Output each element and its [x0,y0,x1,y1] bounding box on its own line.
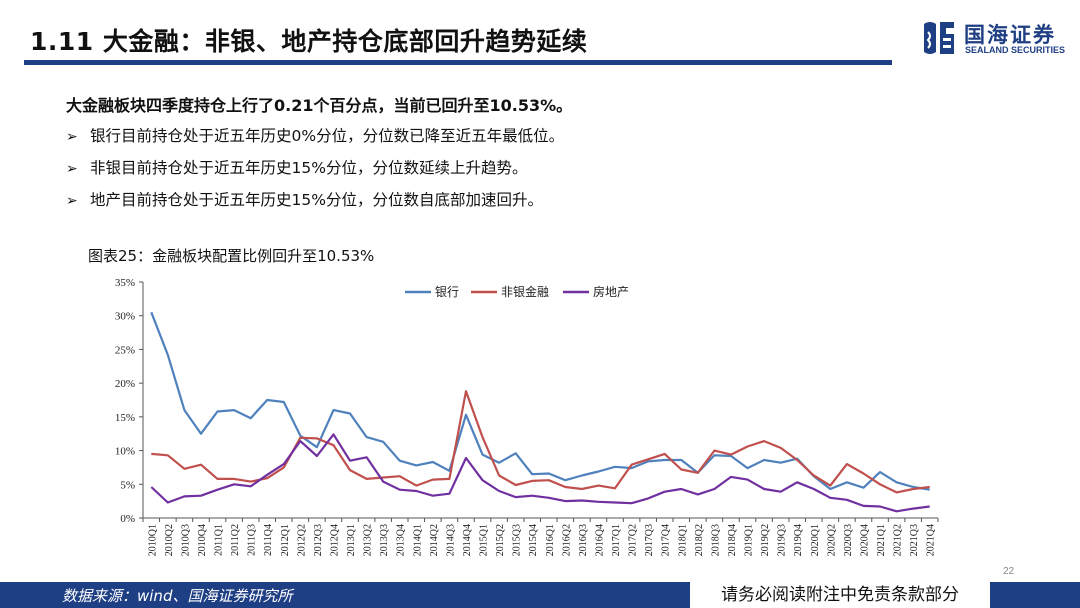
x-tick-label: 2021Q2 [893,524,904,556]
series-line-房地产 [150,433,930,513]
bullet-arrow-icon: ➢ [66,129,78,145]
x-tick-label: 2020Q2 [826,524,837,556]
x-tick-label: 2013Q1 [346,524,357,556]
bullet-text: 非银目前持仓处于近五年历史15%分位，分位数延续上升趋势。 [90,159,528,177]
x-tick-label: 2011Q4 [263,524,274,556]
y-tick-label: 15% [115,412,135,424]
y-tick-label: 5% [120,479,135,491]
x-tick-label: 2020Q1 [810,524,821,556]
brand-name-cn: 国海证券 [964,23,1056,47]
y-tick-label: 25% [115,344,135,356]
legend-label: 房地产 [593,284,629,299]
x-tick-label: 2019Q2 [760,524,771,556]
title-divider [24,60,892,65]
x-tick-label: 2017Q3 [644,524,655,556]
series-line-非银金融 [151,390,930,494]
x-tick-label: 2014Q2 [429,524,440,556]
x-tick-label: 2017Q4 [661,524,672,556]
x-tick-label: 2019Q3 [777,524,788,556]
x-tick-label: 2016Q2 [561,524,572,556]
x-tick-label: 2010Q1 [147,524,158,556]
x-tick-label: 2016Q1 [545,524,556,556]
data-source: 数据来源：wind、国海证券研究所 [62,587,293,605]
x-tick-label: 2015Q1 [479,524,490,556]
x-tick-label: 2010Q3 [180,524,191,556]
x-tick-label: 2020Q3 [843,524,854,556]
page-number: 22 [1003,566,1015,577]
x-tick-label: 2013Q2 [363,524,374,556]
bullet-list: ➢ 银行目前持仓处于近五年历史0%分位，分位数已降至近五年最低位。 ➢ 非银目前持仓… [66,124,564,220]
x-tick-label: 2011Q3 [247,524,258,556]
x-tick-label: 2012Q2 [296,524,307,556]
x-tick-label: 2018Q1 [677,524,688,556]
x-tick-label: 2016Q3 [578,524,589,556]
disclaimer-note: 请务必阅读附注中免责条款部分 [690,582,990,608]
line-chart: 0% 5% 10% 15% 20% 25% 30% 35% 2010Q1 2010Q2 2010Q3… [115,277,939,556]
x-tick-label: 2015Q2 [495,524,506,556]
x-tick-label: 2010Q2 [164,524,175,556]
y-tick-label: 35% [115,277,135,289]
bullet-arrow-icon: ➢ [66,161,78,177]
x-tick-label: 2014Q4 [462,524,473,556]
y-tick-label: 30% [115,311,135,323]
x-tick-label: 2017Q2 [628,524,639,556]
x-tick-label: 2017Q1 [611,524,622,556]
brand-name-en: SEALAND SECURITIES [965,45,1066,55]
x-tick-label: 2020Q4 [859,524,870,556]
bullet-item: ➢ 地产目前持仓处于近五年历史15%分位，分位数自底部加速回升。 [66,188,564,220]
x-tick-label: 2012Q3 [313,524,324,556]
slide-title: 1.11 大金融：非银、地产持仓底部回升趋势延续 [30,27,588,56]
bullet-text: 地产目前持仓处于近五年历史15%分位，分位数自底部加速回升。 [90,191,543,209]
x-tick-label: 2018Q3 [710,524,721,556]
brand-logo: 国海证券 SEALAND SECURITIES [920,18,1070,60]
x-tick-label: 2011Q2 [230,524,241,556]
x-tick-label: 2013Q3 [379,524,390,556]
footer-bar: 数据来源：wind、国海证券研究所 请务必阅读附注中免责条款部分 [0,582,1080,608]
bullet-arrow-icon: ➢ [66,193,78,209]
bullet-item: ➢ 非银目前持仓处于近五年历史15%分位，分位数延续上升趋势。 [66,156,564,188]
x-tick-label: 2012Q1 [280,524,291,556]
y-tick-label: 20% [115,378,135,390]
x-tick-label: 2021Q3 [909,524,920,556]
x-tick-label: 2021Q4 [926,524,937,556]
x-tick-label: 2013Q4 [396,524,407,556]
x-tick-label: 2014Q3 [445,524,456,556]
x-tick-label: 2021Q1 [876,524,887,556]
figure-caption: 图表25：金融板块配置比例回升至10.53% [88,247,375,265]
legend-label: 银行 [435,285,459,299]
x-tick-label: 2012Q4 [329,524,340,556]
legend-label: 非银金融 [501,284,549,299]
x-tick-label: 2011Q1 [214,524,225,556]
x-tick-label: 2018Q2 [694,524,705,556]
y-tick-label: 10% [115,446,135,458]
headline: 大金融板块四季度持仓上行了0.21个百分点，当前已回升至10.53%。 [66,96,573,115]
x-tick-label: 2015Q3 [512,524,523,556]
bullet-item: ➢ 银行目前持仓处于近五年历史0%分位，分位数已降至近五年最低位。 [66,124,564,156]
series-line-银行 [150,311,930,491]
bullet-text: 银行目前持仓处于近五年历史0%分位，分位数已降至近五年最低位。 [90,127,565,145]
x-tick-label: 2019Q1 [744,524,755,556]
x-tick-label: 2019Q4 [793,524,804,556]
sealand-logo-icon [924,22,954,54]
x-tick-label: 2016Q4 [594,524,605,556]
x-tick-label: 2018Q4 [727,524,738,556]
x-tick-label: 2014Q1 [412,524,423,556]
x-tick-label: 2010Q4 [197,524,208,556]
y-tick-label: 0% [120,513,135,525]
x-tick-label: 2015Q4 [528,524,539,556]
